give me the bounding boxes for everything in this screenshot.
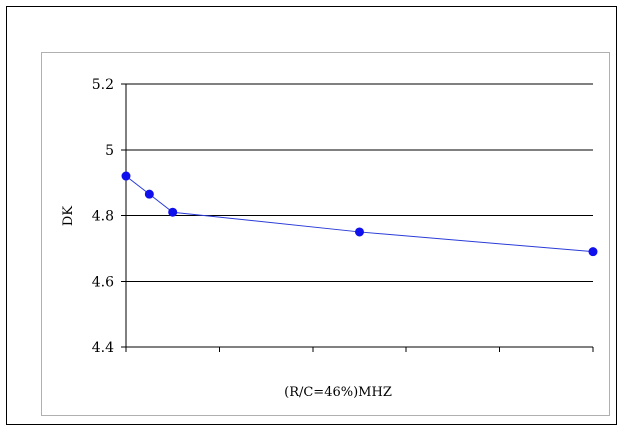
- x-axis-title: (R/C=46%)MHZ: [284, 385, 392, 400]
- y-tick-label-5: 5: [105, 143, 114, 159]
- y-tick-label-4-6: 4.6: [92, 274, 114, 290]
- series-layer: [121, 171, 598, 257]
- axes: [121, 83, 594, 352]
- labels: 4.4 4.6 4.8 5 5.2: [92, 77, 114, 356]
- data-point-3: [355, 227, 364, 237]
- y-tick-label-4-4: 4.4: [92, 340, 114, 356]
- y-axis-title: DK: [61, 206, 76, 226]
- data-point-1: [144, 189, 154, 199]
- y-tick-label-5-2: 5.2: [92, 77, 114, 93]
- series-line-0: [125, 175, 594, 253]
- chart-panel: [41, 52, 610, 416]
- data-point-0: [121, 171, 131, 181]
- data-point-4: [588, 247, 598, 257]
- gridlines: [126, 83, 593, 282]
- data-point-2: [168, 207, 178, 217]
- y-tick-label-4-8: 4.8: [92, 209, 114, 225]
